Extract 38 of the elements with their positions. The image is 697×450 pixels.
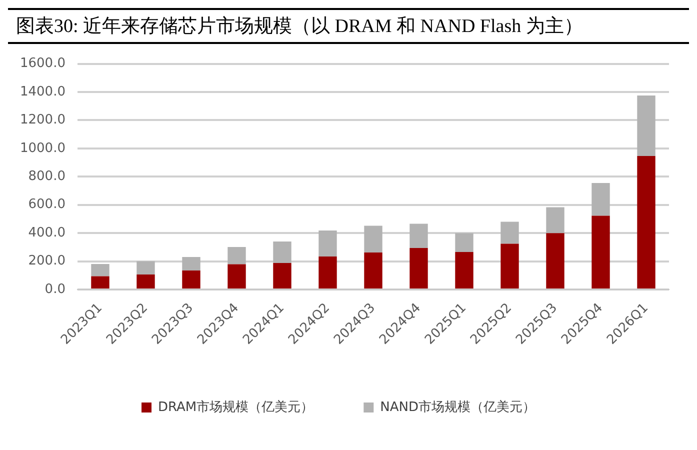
y-tick-label: 1600.0 <box>20 56 66 72</box>
bar <box>136 274 155 288</box>
bar <box>182 257 200 270</box>
bar <box>364 226 382 253</box>
bar <box>500 244 519 288</box>
bar <box>637 96 656 156</box>
bar <box>228 264 246 288</box>
bar <box>182 270 200 288</box>
bar <box>455 252 474 288</box>
y-tick-label: 0.0 <box>44 282 66 297</box>
y-tick-label: 200.0 <box>28 254 66 269</box>
bar <box>273 242 292 263</box>
bar <box>318 256 337 288</box>
bar <box>91 276 110 288</box>
legend-label: NAND市场规模（亿美元） <box>380 398 536 415</box>
y-tick-label: 1000.0 <box>20 140 66 156</box>
bar <box>592 182 610 216</box>
bar <box>136 261 155 275</box>
bar <box>410 224 428 248</box>
bar <box>637 156 656 288</box>
bar <box>546 207 564 234</box>
bar <box>592 216 610 288</box>
bar <box>546 233 564 288</box>
bar <box>228 247 246 264</box>
bar <box>91 264 110 276</box>
y-tick-label: 1200.0 <box>20 112 66 128</box>
bar <box>410 248 428 288</box>
chart-title: 图表30: 近年来存储芯片市场规模（以 DRAM 和 NAND Flash 为主） <box>8 8 689 44</box>
y-tick-label: 800.0 <box>28 169 66 184</box>
y-tick-label: 1400.0 <box>20 84 66 100</box>
y-tick-label: 600.0 <box>28 197 66 212</box>
bar <box>364 252 382 288</box>
y-tick-label: 400.0 <box>28 225 66 240</box>
bar <box>318 230 337 256</box>
bar <box>455 233 474 252</box>
legend-label: DRAM市场规模（亿美元） <box>158 398 314 415</box>
bar <box>273 262 292 288</box>
bar <box>500 222 519 244</box>
